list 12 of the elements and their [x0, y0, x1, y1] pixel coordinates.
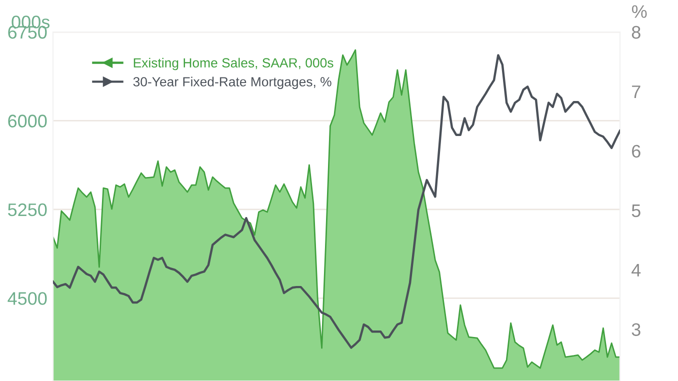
legend-label: 30-Year Fixed-Rate Mortgages, % [133, 76, 332, 90]
y-tick-label: 6000 [8, 114, 47, 128]
y2-tick-label: 6 [632, 144, 640, 158]
y2-tick-label: 7 [632, 86, 640, 98]
y2-axis-title: % [632, 5, 647, 18]
y-tick-label: 5250 [8, 203, 47, 216]
y2-tick-label: 4 [632, 264, 641, 276]
legend-label: Existing Home Sales, SAAR, 000s [134, 58, 334, 70]
y-tick-label: 4500 [8, 292, 47, 305]
y2-tick-label: 3 [632, 323, 640, 336]
y2-tick-label: 8 [632, 26, 640, 39]
y2-tick-label: 5 [632, 204, 640, 218]
